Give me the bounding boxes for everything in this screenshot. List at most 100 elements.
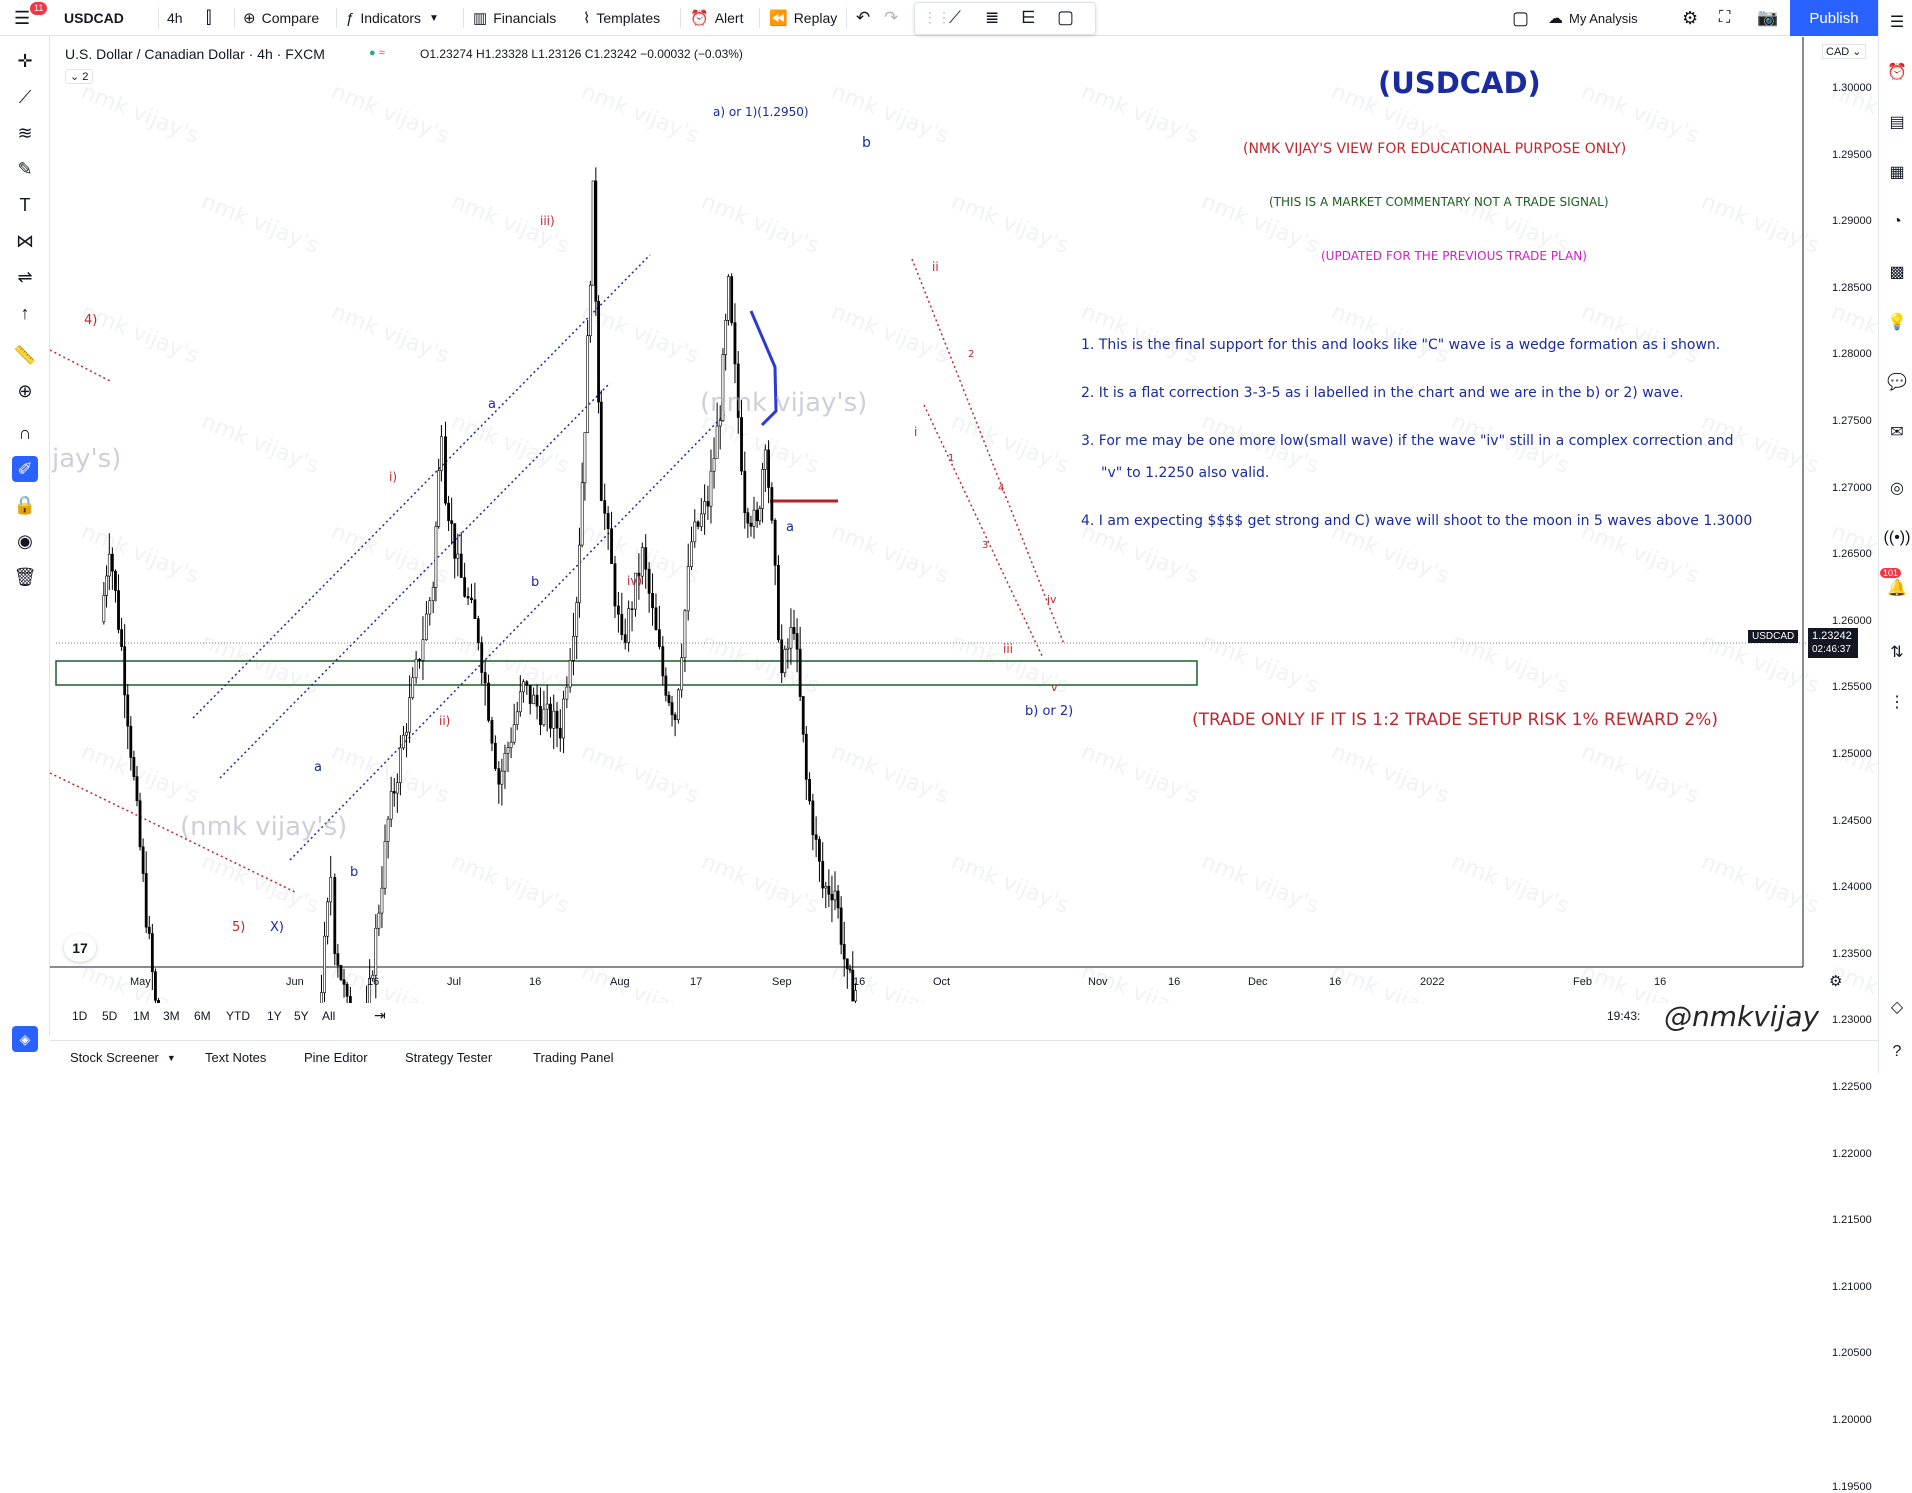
down-trend-line[interactable] xyxy=(50,772,296,893)
ruler-icon[interactable]: 📏 xyxy=(13,344,37,365)
prediction-tool-icon[interactable]: ⇌ xyxy=(17,266,33,287)
wave-label-a-channel[interactable]: a xyxy=(488,397,496,412)
crosshair-icon[interactable]: ✛ xyxy=(17,50,33,71)
note-commentary[interactable]: (THIS IS A MARKET COMMENTARY NOT A TRADE… xyxy=(1269,195,1609,209)
note-title[interactable]: (USDCAD) xyxy=(1378,66,1541,100)
range-button-3m[interactable]: 3M xyxy=(163,1009,180,1023)
magnet-icon[interactable]: ∩ xyxy=(18,422,32,443)
legend-collapse-button[interactable]: ⌄ 2 xyxy=(65,69,94,84)
wave-label-ii-up[interactable]: ii) xyxy=(439,714,451,728)
clock-display[interactable]: 19:43: xyxy=(1607,1009,1641,1023)
symbol-search-button[interactable]: USDCAD xyxy=(64,10,124,26)
note-updated[interactable]: (UPDATED FOR THE PREVIOUS TRADE PLAN) xyxy=(1321,249,1587,263)
chart-type-icon[interactable]: ⫿ xyxy=(206,8,212,27)
upper-trend-line[interactable] xyxy=(50,349,111,382)
range-button-1y[interactable]: 1Y xyxy=(267,1009,282,1023)
symbol-legend[interactable]: U.S. Dollar / Canadian Dollar · 4h · FXC… xyxy=(65,46,325,62)
wave-label-4-small[interactable]: 4 xyxy=(998,483,1005,494)
note-disclaimer[interactable]: (NMK VIJAY'S VIEW FOR EDUCATIONAL PURPOS… xyxy=(1243,141,1627,157)
financials-button[interactable]: ▥ Financials xyxy=(473,0,556,36)
tab-stock-screener[interactable]: Stock Screener ▼ xyxy=(70,1041,176,1074)
layout-icon[interactable]: ▢ xyxy=(1512,7,1530,28)
publish-button[interactable]: Publish xyxy=(1790,0,1878,36)
chat-icon[interactable]: 💬 xyxy=(1887,374,1907,391)
calendar-icon[interactable]: ◔ xyxy=(1892,213,1902,230)
wave-label-1[interactable]: 1 xyxy=(948,453,955,464)
wave-label-i-up[interactable]: i) xyxy=(389,470,398,484)
replay-button[interactable]: ⏪ Replay xyxy=(769,0,837,36)
chart-settings-gear-icon[interactable]: ⚙ xyxy=(1829,973,1843,990)
drag-handle-icon[interactable]: ⋮⋮ xyxy=(923,9,951,25)
wave-label-i-down[interactable]: i xyxy=(914,425,918,439)
undo-icon[interactable]: ↶ xyxy=(856,8,871,27)
wave-label-a-small[interactable]: a xyxy=(314,760,322,775)
indicators-button[interactable]: ƒ Indicators ▼ xyxy=(346,0,439,36)
redo-icon[interactable]: ↷ xyxy=(884,8,899,27)
rectangle-icon[interactable]: ▢ xyxy=(1057,7,1075,27)
note-point-1[interactable]: 1. This is the final support for this an… xyxy=(1081,337,1721,353)
fib-tool-icon[interactable]: ≋ xyxy=(17,122,33,143)
arrow-up-icon[interactable]: ↑ xyxy=(20,302,30,323)
fullscreen-icon[interactable]: ⛶ xyxy=(1719,9,1731,26)
triangle-drawing[interactable] xyxy=(749,310,778,427)
object-tree-icon[interactable]: ◈ xyxy=(12,1026,38,1052)
wedge-upper-line[interactable] xyxy=(911,258,1065,645)
tab-strategy-tester[interactable]: Strategy Tester xyxy=(405,1050,493,1065)
trendline-tool-icon[interactable]: ⟋ xyxy=(18,86,32,107)
pattern-tool-icon[interactable]: ⋈ xyxy=(16,230,34,251)
support-zone-box[interactable] xyxy=(55,660,1198,686)
wave-label-b-top[interactable]: b xyxy=(862,135,871,151)
tab-trading-panel[interactable]: Trading Panel xyxy=(533,1050,614,1065)
ideas-icon[interactable]: 💡 xyxy=(1887,314,1907,331)
alert-button[interactable]: ⏰ Alert xyxy=(690,0,743,36)
wave-label-v-down[interactable]: v xyxy=(1051,681,1058,694)
wave-label-4[interactable]: 4) xyxy=(84,313,98,328)
stay-in-drawing-icon[interactable]: ✐ xyxy=(12,456,38,482)
notifications-icon[interactable]: 🔔 xyxy=(1887,580,1907,597)
hotlist-icon[interactable]: ▦ xyxy=(1889,164,1905,181)
layers-icon[interactable]: ◇ xyxy=(1890,999,1904,1016)
tradingview-logo[interactable]: 17 xyxy=(64,934,96,962)
note-point-4[interactable]: 4. I am expecting $$$$ get strong and C)… xyxy=(1081,513,1753,529)
brush-icon[interactable]: ✎ xyxy=(17,158,33,179)
wave-label-ii-down[interactable]: ii xyxy=(932,260,939,274)
note-point-3b[interactable]: "v" to 1.2250 also valid. xyxy=(1101,465,1270,481)
note-trade-only[interactable]: (TRADE ONLY IF IT IS 1:2 TRADE SETUP RIS… xyxy=(1192,710,1718,730)
wave-label-b-or-2[interactable]: b) or 2) xyxy=(1025,704,1074,719)
my-analysis-button[interactable]: ☁ My Analysis xyxy=(1548,0,1638,36)
compare-button[interactable]: ⊕ Compare xyxy=(243,0,319,36)
range-button-all[interactable]: All xyxy=(322,1009,336,1023)
alerts-icon[interactable]: ⏰ xyxy=(1887,64,1907,81)
currency-select[interactable]: CAD ⌄ xyxy=(1822,44,1866,59)
wave-label-iii-down[interactable]: iii xyxy=(1003,642,1014,656)
price-chart[interactable]: nmk vijay's nmk vijay's nmk vijay's nmk vij… xyxy=(50,37,1878,1003)
eye-icon[interactable]: ◉ xyxy=(17,530,33,551)
wave-label-3[interactable]: 3 xyxy=(982,540,989,551)
messages-icon[interactable]: ✉ xyxy=(1890,424,1904,441)
goto-date-icon[interactable]: ⇥ xyxy=(374,1007,386,1023)
trash-icon[interactable]: 🗑 xyxy=(13,566,37,587)
wave-label-2[interactable]: 2 xyxy=(968,349,975,360)
range-button-1d[interactable]: 1D xyxy=(72,1009,88,1023)
wave-label-a-mid[interactable]: a xyxy=(786,520,794,535)
wave-label-b-channel[interactable]: b xyxy=(531,575,540,590)
interval-button[interactable]: 4h xyxy=(167,10,183,26)
camera-icon[interactable]: 📷 xyxy=(1757,8,1779,27)
menu-icon[interactable]: ☰ xyxy=(14,7,31,28)
wave-label-b-small[interactable]: b xyxy=(350,865,359,880)
wave-label-top[interactable]: a) or 1)(1.2950) xyxy=(713,105,809,119)
range-button-5y[interactable]: 5Y xyxy=(294,1009,309,1023)
more-widgets-icon[interactable]: ⋮ xyxy=(1889,694,1905,711)
wave-label-5[interactable]: 5) xyxy=(232,920,246,935)
tab-text-notes[interactable]: Text Notes xyxy=(205,1050,267,1065)
dom-icon[interactable]: ⇅ xyxy=(1890,644,1904,661)
help-icon[interactable]: ? xyxy=(1892,1043,1902,1060)
wave-label-iv-up[interactable]: iv) xyxy=(627,574,643,588)
note-point-2[interactable]: 2. It is a flat correction 3-3-5 as i la… xyxy=(1081,385,1684,401)
channel-lower-line[interactable] xyxy=(289,412,727,861)
templates-button[interactable]: ⌇ Templates xyxy=(583,0,660,36)
note-point-3a[interactable]: 3. For me may be one more low(small wave… xyxy=(1081,433,1734,449)
text-tool-icon[interactable]: T xyxy=(19,194,31,215)
watchlist-icon[interactable]: ☰ xyxy=(1889,14,1905,31)
tab-pine-editor[interactable]: Pine Editor xyxy=(304,1050,368,1065)
